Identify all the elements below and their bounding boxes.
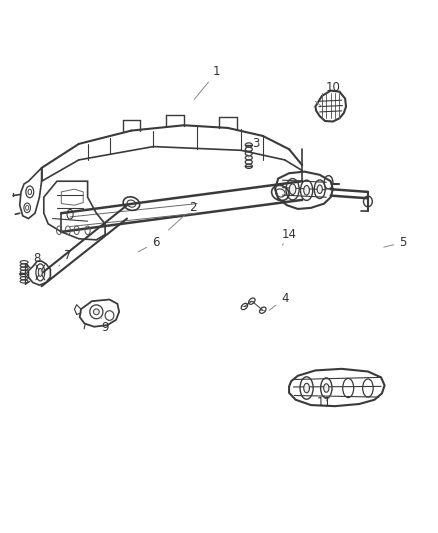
Text: 7: 7 <box>59 249 72 266</box>
Text: 8: 8 <box>34 252 42 272</box>
Ellipse shape <box>39 269 42 276</box>
Text: 9: 9 <box>101 317 109 334</box>
Ellipse shape <box>304 383 309 393</box>
Ellipse shape <box>304 185 309 195</box>
Text: 1: 1 <box>194 66 221 99</box>
Text: 6: 6 <box>138 236 159 252</box>
Ellipse shape <box>324 384 329 392</box>
Ellipse shape <box>317 185 322 193</box>
Text: 4: 4 <box>269 292 289 310</box>
Text: 14: 14 <box>282 228 297 245</box>
Text: 10: 10 <box>325 82 340 101</box>
Text: 3: 3 <box>249 138 260 157</box>
Text: 5: 5 <box>384 236 406 249</box>
Text: 11: 11 <box>317 396 332 409</box>
Ellipse shape <box>289 184 296 195</box>
Ellipse shape <box>94 309 99 314</box>
Text: 2: 2 <box>169 201 197 230</box>
